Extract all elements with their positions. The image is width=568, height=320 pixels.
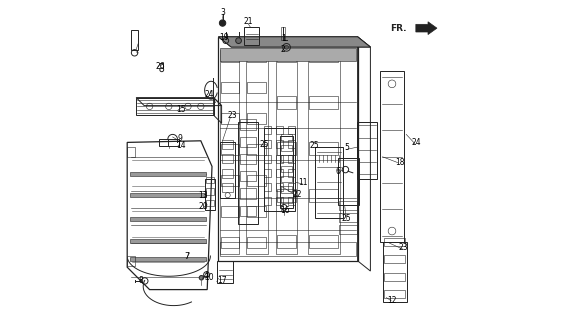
Text: FR.: FR. <box>390 24 406 33</box>
Circle shape <box>236 38 241 44</box>
Text: 20: 20 <box>199 202 208 211</box>
Text: 5: 5 <box>344 143 349 152</box>
Polygon shape <box>219 37 370 47</box>
Text: 2: 2 <box>281 45 286 54</box>
Text: 25: 25 <box>260 140 269 149</box>
Polygon shape <box>220 48 356 61</box>
Text: 12: 12 <box>387 296 397 305</box>
Circle shape <box>219 20 225 26</box>
Text: 14: 14 <box>176 141 186 150</box>
Text: 23: 23 <box>227 111 237 120</box>
Text: 15: 15 <box>176 105 186 114</box>
Text: 17: 17 <box>217 276 227 285</box>
Text: 8: 8 <box>138 276 143 285</box>
Text: 6: 6 <box>336 167 341 176</box>
Text: 13: 13 <box>199 191 208 200</box>
Text: 25: 25 <box>341 214 351 223</box>
Text: 25: 25 <box>310 141 319 150</box>
Text: 23: 23 <box>398 244 408 252</box>
Text: 18: 18 <box>395 158 404 167</box>
Text: 16: 16 <box>280 206 290 215</box>
Polygon shape <box>131 217 206 221</box>
Text: 11: 11 <box>298 178 308 187</box>
Text: 3: 3 <box>221 8 225 17</box>
Text: 24: 24 <box>411 138 421 147</box>
Text: 19: 19 <box>219 33 229 42</box>
Text: 7: 7 <box>184 252 189 261</box>
Text: 10: 10 <box>204 273 214 282</box>
Circle shape <box>199 276 204 280</box>
Text: 1: 1 <box>281 34 286 43</box>
Text: 21: 21 <box>244 17 253 26</box>
Text: 4: 4 <box>203 271 208 280</box>
Polygon shape <box>416 22 437 35</box>
Text: 9: 9 <box>178 134 182 143</box>
Text: 26: 26 <box>156 62 166 71</box>
Text: 24: 24 <box>205 90 215 99</box>
Circle shape <box>285 45 289 49</box>
Text: 22: 22 <box>293 190 302 199</box>
Polygon shape <box>131 239 206 243</box>
Polygon shape <box>131 172 206 176</box>
Polygon shape <box>131 193 206 197</box>
Polygon shape <box>131 257 206 261</box>
